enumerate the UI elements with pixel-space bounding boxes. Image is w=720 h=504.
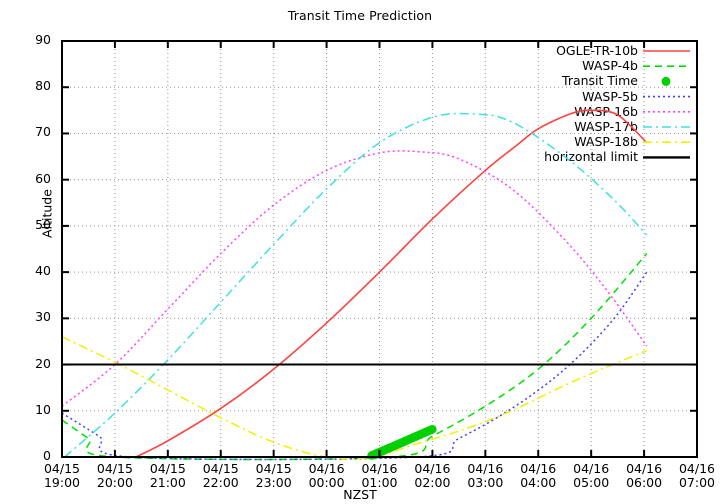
x-tick-date: 04/16 [626,461,663,476]
y-tick-label: 90 [35,32,51,47]
x-tick-time: 19:00 [43,475,81,490]
x-tick-time: 05:00 [573,475,610,490]
x-tick-time: 06:00 [626,475,663,490]
x-tick-date: 04/15 [43,461,81,476]
x-tick-time: 01:00 [361,475,398,490]
legend-label: WASP-5b [582,88,638,104]
x-tick-time: 03:00 [467,475,504,490]
x-tick-date: 04/16 [361,461,398,476]
axes-frame [61,40,698,458]
data-series-group [61,109,697,461]
series-line [61,150,648,407]
x-tick-time: 02:00 [414,475,451,490]
x-tick-label: 04/16 06:00 [609,462,679,490]
x-tick-label: 04/15 19:00 [27,462,97,490]
x-tick-date: 04/16 [308,461,345,476]
x-tick-label: 04/16 03:00 [450,462,520,490]
x-tick-label: 04/15 21:00 [133,462,203,490]
series-transit-time [367,425,437,460]
series-line [61,336,648,460]
x-tick-label: 04/16 05:00 [556,462,626,490]
legend-label: OGLE-TR-10b [556,43,638,58]
y-tick-label: 40 [35,263,51,279]
series-line [61,253,648,461]
x-tick-date: 04/16 [678,461,716,476]
x-tick-label: 04/16 01:00 [345,462,415,490]
x-tick-time: 21:00 [149,475,186,490]
x-axis-label: NZST [343,487,377,502]
y-tick-label: 70 [35,124,51,140]
series-line [64,112,648,458]
x-tick-date: 04/15 [96,461,133,476]
x-tick-label: 04/16 04:00 [503,462,573,490]
y-tick-label: 10 [35,401,51,417]
y-tick-label: 50 [35,216,51,232]
series-line [135,109,648,458]
legend-label: horizontal limit [544,149,638,165]
x-tick-date: 04/15 [202,461,239,476]
series-line [61,271,648,461]
legend-label: WASP-17b [574,119,638,134]
x-tick-label: 04/15 22:00 [186,462,256,490]
y-tick-label: 30 [35,309,51,325]
x-tick-time: 23:00 [255,475,292,490]
y-tick-label: 60 [35,170,51,186]
y-tick-label: 0 [43,448,51,463]
x-tick-date: 04/16 [520,461,557,476]
chart-title: Transit Time Prediction [287,8,433,23]
legend-sample-marker [661,76,671,86]
legend-label: WASP-18b [574,134,638,150]
x-tick-time: 00:00 [308,475,345,490]
x-tick-label: 04/16 02:00 [397,462,467,490]
x-tick-time: 07:00 [678,475,716,490]
x-tick-date: 04/16 [467,461,504,476]
x-tick-time: 20:00 [96,475,133,490]
x-tick-date: 04/16 [414,461,451,476]
transit-time-marker [428,425,437,434]
x-tick-label: 04/16 07:00 [662,462,720,490]
x-tick-date: 04/16 [573,461,610,476]
x-tick-date: 04/15 [149,461,186,476]
legend-samples [643,50,690,159]
x-tick-time: 04:00 [520,475,557,490]
y-tick-label: 80 [35,78,51,94]
x-tick-label: 04/15 20:00 [80,462,150,490]
x-tick-time: 22:00 [202,475,239,490]
y-tick-label: 20 [35,355,51,371]
x-tick-label: 04/16 00:00 [292,462,362,490]
x-tick-label: 04/15 23:00 [239,462,309,490]
grid-lines [62,40,697,457]
legend-label: WASP-4b [582,58,638,74]
x-tick-date: 04/15 [255,461,292,476]
legend-label: Transit Time [562,73,638,89]
